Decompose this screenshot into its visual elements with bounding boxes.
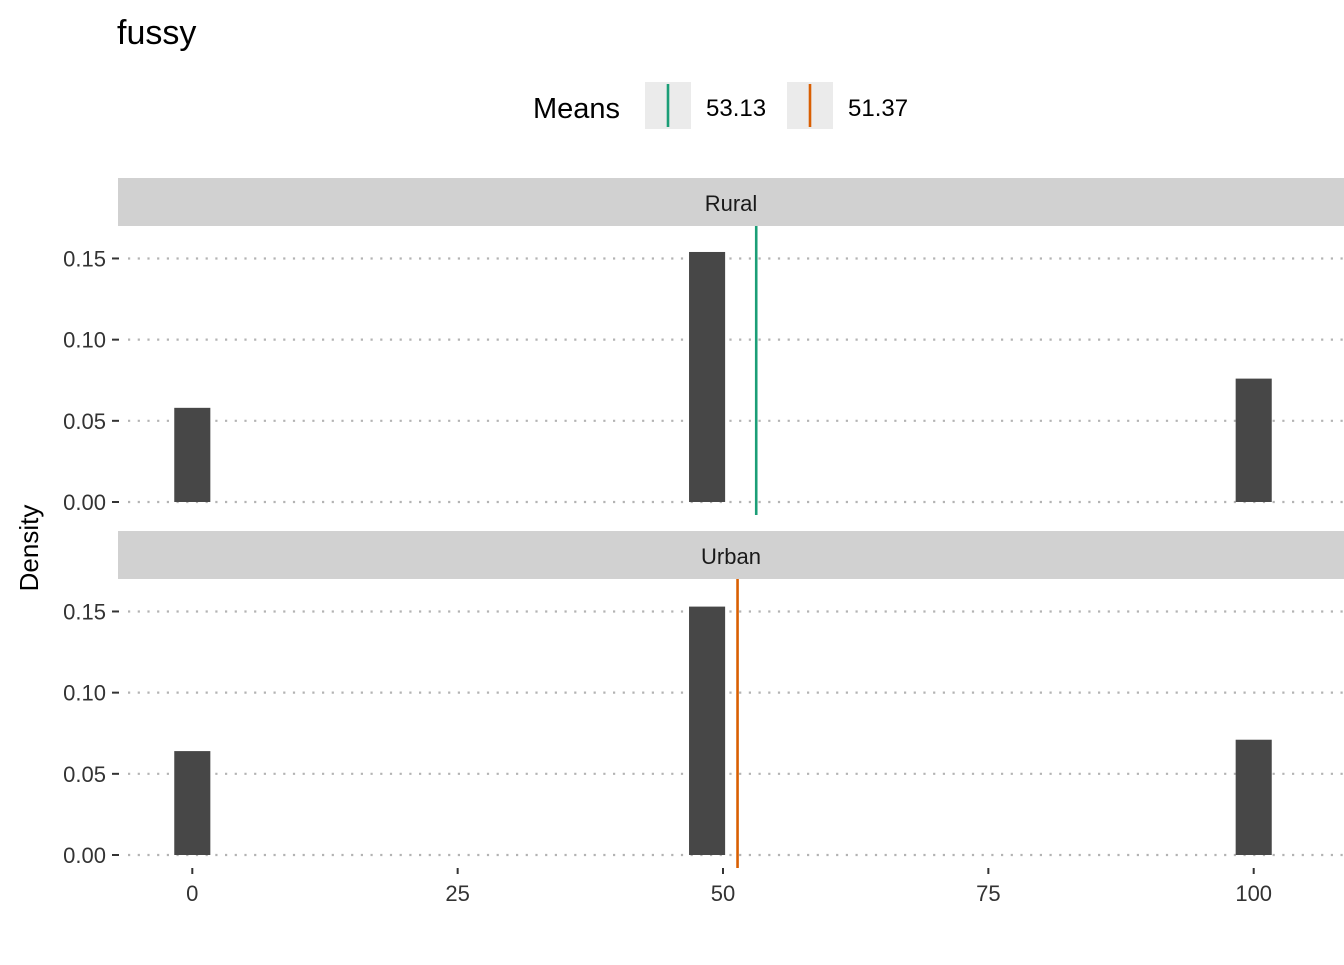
density-bar bbox=[1235, 378, 1272, 502]
y-tick-label: 0.15 bbox=[63, 246, 106, 271]
legend: Means 53.13 51.37 bbox=[533, 82, 908, 129]
x-tick-label: 25 bbox=[445, 881, 469, 906]
y-tick-label: 0.10 bbox=[63, 681, 106, 706]
legend-entry: 53.13 bbox=[645, 82, 766, 129]
y-tick-label: 0.10 bbox=[63, 328, 106, 353]
y-tick-label: 0.15 bbox=[63, 599, 106, 624]
x-tick-label: 75 bbox=[976, 881, 1000, 906]
y-tick-label: 0.05 bbox=[63, 762, 106, 787]
density-bar bbox=[174, 751, 211, 855]
x-tick-label: 100 bbox=[1235, 881, 1272, 906]
y-tick-label: 0.05 bbox=[63, 409, 106, 434]
legend-title: Means bbox=[533, 93, 620, 125]
facet-strip bbox=[118, 178, 1344, 226]
chart-title: fussy bbox=[117, 14, 196, 52]
legend-entry: 51.37 bbox=[787, 82, 908, 129]
facet-panel-urban: Urban 0.00 0.05 0.10 0.15 bbox=[63, 531, 1344, 868]
facet-strip-label: Urban bbox=[701, 544, 761, 569]
legend-entry-label: 51.37 bbox=[848, 95, 908, 122]
density-bar bbox=[689, 606, 726, 855]
facet-strip-label: Rural bbox=[705, 191, 758, 216]
legend-entry-label: 53.13 bbox=[706, 95, 766, 122]
facet-panel-rural: Rural 0.00 0.05 0.10 0.15 bbox=[63, 178, 1344, 515]
y-tick-label: 0.00 bbox=[63, 490, 106, 515]
y-axis-label: Density bbox=[14, 505, 44, 592]
facet-strip bbox=[118, 531, 1344, 579]
x-axis: 0 25 50 75 100 bbox=[186, 868, 1272, 906]
density-bar bbox=[689, 251, 726, 502]
density-bar bbox=[1235, 739, 1272, 855]
y-tick-label: 0.00 bbox=[63, 843, 106, 868]
density-bar bbox=[174, 407, 211, 502]
x-tick-label: 50 bbox=[711, 881, 735, 906]
x-tick-label: 0 bbox=[186, 881, 198, 906]
